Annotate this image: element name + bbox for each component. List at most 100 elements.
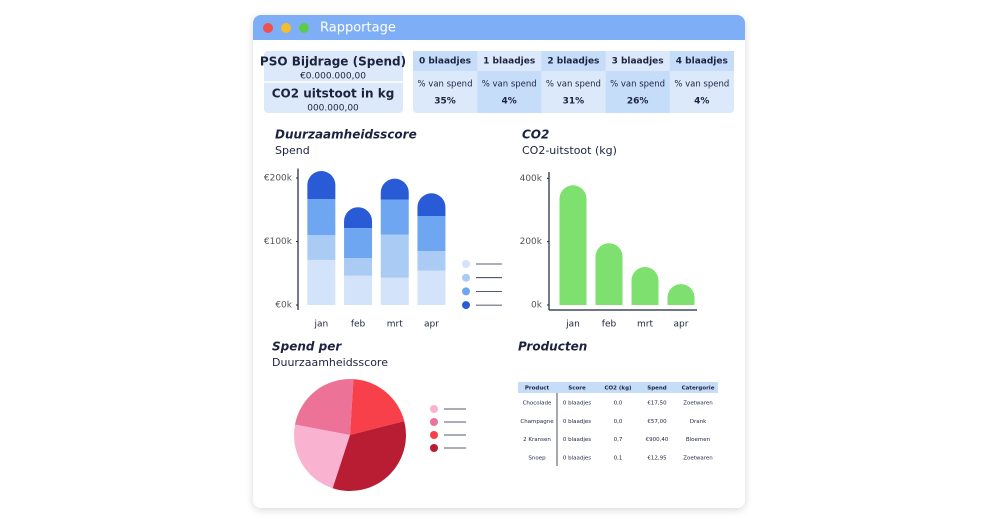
bar-segment [417, 216, 446, 252]
table-title: Producten [518, 340, 587, 354]
chart-subtitle: CO2-uitstoot (kg) [522, 144, 617, 157]
bar-segment [417, 193, 446, 217]
table-header-bg [518, 382, 718, 393]
table-cell: 0 blaadjes [563, 437, 591, 443]
bar-segment [417, 251, 446, 271]
x-tick-label: feb [351, 320, 366, 330]
legend-dot [430, 444, 438, 452]
bar-segment [344, 207, 373, 229]
table-cell: Drank [690, 419, 707, 425]
y-tick-label: €0k [275, 301, 292, 311]
table-cell: Chocolade [523, 401, 552, 407]
chart-title: CO2 [522, 128, 549, 142]
table-header: Spend [647, 386, 667, 392]
minimize-button[interactable] [281, 23, 291, 33]
bar [667, 284, 695, 305]
dist-sub: % van spend [418, 80, 473, 90]
legend-dot [430, 418, 438, 426]
maximize-button[interactable] [299, 23, 309, 33]
table-cell: 0,0 [614, 401, 623, 407]
legend-dot [462, 287, 470, 296]
dist-sub: % van spend [674, 80, 729, 90]
summary-value: €0.000.000,00 [300, 72, 366, 82]
table-cell: Snoep [528, 455, 546, 461]
dist-value: 31% [563, 97, 585, 107]
chart-title: Duurzaamheidsscore [275, 128, 417, 142]
bar-segment [344, 258, 373, 276]
bar [595, 243, 623, 305]
table-header: Product [525, 386, 550, 392]
dist-value: 4% [502, 97, 517, 107]
body-cell [605, 71, 670, 113]
bar-segment [380, 178, 409, 200]
bar-segment [307, 171, 336, 199]
dist-header: 0 blaadjes [419, 57, 471, 67]
table-cell: €12,95 [647, 455, 667, 461]
dist-value: 26% [627, 97, 649, 107]
table-cell: 2 Kransen [523, 437, 551, 443]
table-cell: 0 blaadjes [563, 419, 591, 425]
x-tick-label: jan [313, 320, 328, 330]
dist-value: 4% [694, 97, 709, 107]
dist-header: 3 blaadjes [612, 57, 664, 67]
bar-segment [344, 228, 373, 259]
legend-dot [462, 273, 470, 282]
y-tick-label: 400k [520, 174, 543, 184]
x-tick-label: apr [424, 320, 439, 330]
x-tick-label: mrt [387, 320, 403, 330]
table-cell: Champagne [520, 419, 554, 425]
table-cell: 0,7 [614, 437, 623, 443]
window-title: Rapportage [320, 21, 396, 36]
chart-subtitle: Spend [275, 144, 310, 157]
pie-slice [332, 421, 406, 491]
y-tick-label: €100k [264, 237, 293, 247]
y-tick-label: 0k [531, 301, 543, 311]
dist-sub: % van spend [610, 80, 665, 90]
bar [631, 267, 659, 305]
legend-dot [430, 431, 438, 439]
y-tick-label: €200k [264, 174, 293, 184]
x-tick-label: jan [565, 320, 580, 330]
table-cell: Zoetwaren [683, 401, 713, 407]
title-bar [253, 15, 745, 40]
table-cell: €900,40 [646, 437, 669, 443]
table-cell: Zoetwaren [683, 455, 713, 461]
table-cell: 0 blaadjes [563, 455, 591, 461]
pie-slice [294, 424, 350, 489]
legend-dot [430, 405, 438, 413]
close-button[interactable] [263, 23, 273, 33]
bar-segment [307, 235, 336, 260]
bar-segment [380, 277, 409, 305]
table-cell: 0,1 [614, 455, 623, 461]
dist-header: 2 blaadjes [547, 57, 599, 67]
chart-title: Spend per [272, 340, 342, 354]
pie-slice [350, 379, 405, 435]
x-tick-label: apr [674, 320, 689, 330]
bar-segment [380, 199, 409, 235]
legend-dot [462, 260, 470, 268]
body-cell [477, 71, 542, 113]
x-tick-label: mrt [637, 320, 653, 330]
bar-segment [307, 259, 336, 305]
table-header: Catergorie [682, 386, 715, 392]
bar [559, 185, 587, 305]
bar-segment [417, 270, 446, 305]
header-cell [669, 51, 734, 71]
table-cell: €17,50 [647, 401, 667, 407]
bar-segment [307, 198, 336, 236]
table-cell: Bloemen [686, 437, 711, 443]
table-cell: 0,0 [614, 419, 623, 425]
table-header: CO2 (kg) [604, 386, 632, 392]
dist-sub: % van spend [546, 80, 601, 90]
pie-slice [294, 379, 354, 435]
summary-label: CO2 uitstoot in kg [272, 87, 395, 101]
header-cell [413, 51, 478, 71]
chart-subtitle: Duurzaamheidsscore [272, 356, 388, 369]
header-cell [541, 51, 606, 71]
summary-value: 000.000,00 [307, 104, 359, 114]
bar-segment [344, 275, 373, 305]
dist-header: 1 blaadjes [483, 57, 535, 67]
dist-value: 35% [434, 97, 456, 107]
bar-segment [380, 234, 409, 278]
